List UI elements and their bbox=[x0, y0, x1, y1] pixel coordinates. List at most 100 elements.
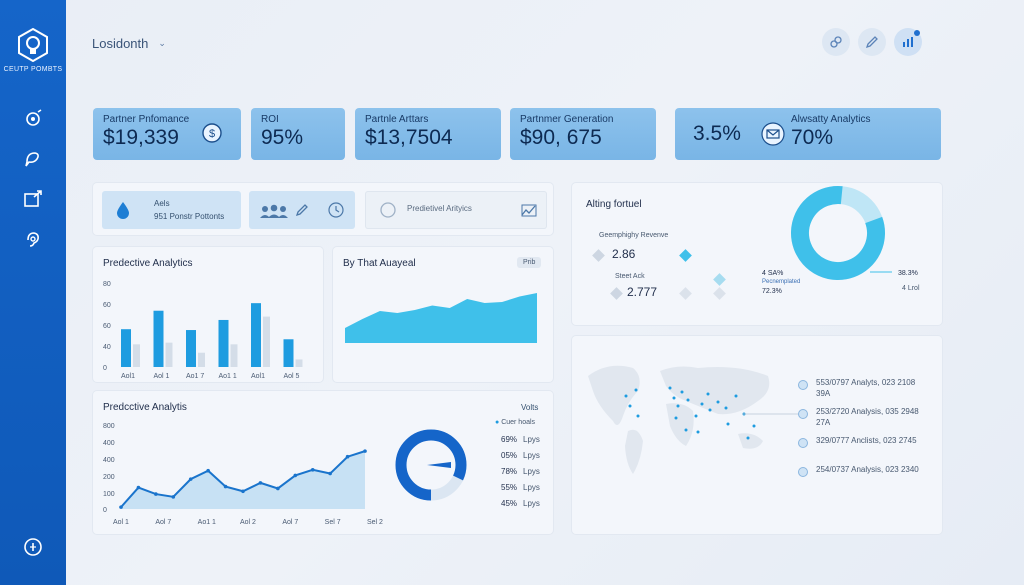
y-tick-label: 400 bbox=[103, 440, 115, 447]
x-tick-label: Aol 7 bbox=[282, 519, 298, 526]
y-tick-label: 0 bbox=[103, 365, 107, 372]
diamond-marker bbox=[713, 287, 726, 300]
chip-label: Predietivel Arityics bbox=[407, 204, 472, 213]
y-tick-label: 400 bbox=[103, 457, 115, 464]
map-row-text: 253/2720 Analysis, 035 2948 bbox=[816, 407, 919, 416]
y-tick-label: 60 bbox=[103, 323, 111, 330]
bar-secondary bbox=[165, 342, 173, 367]
kpi-roi[interactable]: ROI 95% bbox=[251, 108, 345, 160]
kpi-label: ROI bbox=[261, 114, 279, 125]
location-pin-icon bbox=[798, 467, 808, 477]
sidebar: CEUTP POMBTS bbox=[0, 0, 66, 585]
x-tick-label: Aol 1 bbox=[154, 373, 170, 380]
bar-primary bbox=[218, 319, 229, 367]
legend-label: Lpys bbox=[523, 435, 540, 444]
location-pin-icon bbox=[798, 409, 808, 419]
pen-icon bbox=[865, 36, 878, 49]
diamond-marker bbox=[679, 287, 692, 300]
map-row-text: 329/0777 Anclists, 023 2745 bbox=[816, 436, 917, 445]
legend-dot-icon: ● bbox=[495, 419, 500, 426]
line-point bbox=[310, 468, 315, 472]
kpi-value: $13,7504 bbox=[365, 126, 453, 149]
map-marker bbox=[734, 394, 738, 398]
map-marker bbox=[684, 428, 688, 432]
legend-head: ● Cuer hoals bbox=[495, 419, 535, 426]
donut-slice-main bbox=[791, 186, 885, 280]
bar-secondary bbox=[230, 344, 238, 367]
chat-icon[interactable] bbox=[22, 148, 44, 170]
bar-chart-title: Predective Analytics bbox=[103, 258, 193, 269]
legend-row: 55% Lpys bbox=[501, 483, 540, 492]
svg-text:$: $ bbox=[209, 128, 215, 140]
donut-panel-title: Alting fortuel bbox=[586, 199, 642, 210]
location-pin-icon bbox=[798, 380, 808, 390]
kpi-partner-performance[interactable]: Partner Pnfomance $19,339 $ bbox=[93, 108, 241, 160]
map-row-subtext: 27A bbox=[816, 418, 831, 427]
legend-percent: 55% bbox=[501, 483, 518, 492]
legend-label: Lpys bbox=[523, 499, 540, 508]
kpi-analytics[interactable]: 3.5% Alwsatty Analytics 70% bbox=[675, 108, 941, 160]
circle-icon bbox=[380, 202, 396, 218]
map-marker bbox=[680, 390, 684, 394]
kpi-partner-generation[interactable]: Partnmer Generation $90, 675 bbox=[510, 108, 656, 160]
area-chart-title: By That Auayeal bbox=[343, 258, 416, 269]
line-chart-title: Predcctive Analytis bbox=[103, 402, 187, 413]
workspace-selector[interactable]: Losidonth ⌄ bbox=[92, 36, 166, 51]
location-pin-icon bbox=[798, 438, 808, 448]
line-point bbox=[136, 485, 141, 490]
filter-row-panel: Aels 951 Ponstr Pottonts Predietivel Ari… bbox=[93, 183, 553, 235]
filter-chip-patients[interactable]: Aels 951 Ponstr Pottonts bbox=[102, 191, 241, 229]
map-marker bbox=[624, 394, 628, 398]
map-row-text: 553/0797 Analyts, 023 2108 bbox=[816, 378, 916, 387]
filter-chip-predictive[interactable]: Predietivel Arityics bbox=[365, 191, 547, 229]
line-point bbox=[223, 484, 228, 489]
x-tick-label: Aol 2 bbox=[240, 519, 256, 526]
y-tick-label: 200 bbox=[103, 474, 115, 481]
line-chart: 800 400 400 200 100 0 Aol 1 Aol 7 Ao1 1 Aol 2 Aol … bbox=[103, 423, 383, 526]
analytics-button[interactable] bbox=[894, 28, 922, 56]
map-marker bbox=[696, 430, 700, 434]
legend-percent: 78% bbox=[501, 467, 518, 476]
x-tick-label: Sel 2 bbox=[367, 519, 383, 526]
bar-primary bbox=[283, 339, 294, 367]
logo[interactable]: CEUTP POMBTS bbox=[0, 28, 66, 73]
map-marker bbox=[634, 388, 638, 392]
gauge-chart bbox=[395, 429, 467, 501]
world-map bbox=[588, 365, 770, 474]
gauge-fill bbox=[395, 429, 467, 501]
legend-label: Lpys bbox=[523, 483, 540, 492]
line-point bbox=[119, 505, 123, 509]
line-point bbox=[171, 495, 176, 499]
export-icon[interactable] bbox=[22, 188, 44, 210]
logo-text: CEUTP POMBTS bbox=[3, 66, 63, 73]
y-tick-label: 60 bbox=[103, 302, 111, 309]
area-chart bbox=[345, 293, 537, 343]
mid-label-b: Pecnemplated bbox=[762, 279, 801, 285]
settings-gear-icon[interactable] bbox=[22, 108, 44, 130]
pencil-icon bbox=[295, 204, 308, 217]
row1-label: Geemphighy Revenve bbox=[599, 232, 669, 239]
drop-icon bbox=[117, 202, 129, 219]
bar-secondary bbox=[133, 344, 140, 367]
kpi-partner-artists[interactable]: Partnle Arttars $13,7504 bbox=[355, 108, 501, 160]
ear-icon[interactable] bbox=[22, 228, 44, 250]
x-tick-label: Aol1 bbox=[121, 373, 135, 380]
line-point bbox=[345, 454, 350, 459]
diamond-marker bbox=[610, 287, 623, 300]
area-series bbox=[345, 293, 537, 343]
x-tick-label: Ao1 1 bbox=[198, 519, 216, 526]
continents bbox=[588, 365, 770, 474]
filter-chip-people[interactable] bbox=[249, 191, 355, 229]
line-point bbox=[363, 449, 367, 453]
right-label-b: 4 Lrol bbox=[902, 285, 920, 292]
link-button[interactable] bbox=[822, 28, 850, 56]
bar-chart: 80 60 60 40 0 Aol1 Aol 1 Ao1 7 Ao1 1 Aol1 Aol 5 bbox=[103, 281, 303, 380]
period-badge[interactable]: Prib bbox=[517, 257, 542, 268]
diamond-marker bbox=[592, 249, 605, 262]
info-icon[interactable] bbox=[22, 536, 44, 558]
kpi-value: 95% bbox=[261, 126, 304, 149]
pen-button[interactable] bbox=[858, 28, 886, 56]
y-tick-label: 800 bbox=[103, 423, 115, 430]
people-icon bbox=[260, 204, 288, 218]
chevron-down-icon: ⌄ bbox=[158, 38, 166, 48]
